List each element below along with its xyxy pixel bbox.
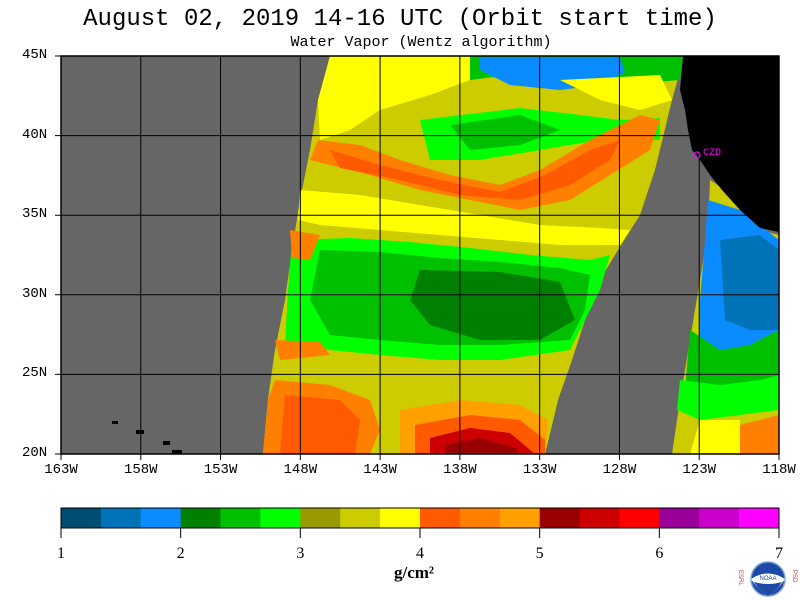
lat-label: 35N bbox=[22, 206, 48, 223]
colorbar-swatch bbox=[380, 508, 421, 528]
lat-label: 30N bbox=[22, 285, 48, 302]
colorbar-swatch bbox=[539, 508, 581, 528]
colorbar-swatch bbox=[579, 508, 620, 528]
colorbar-swatch bbox=[739, 508, 780, 528]
lon-label: 163W bbox=[44, 462, 78, 478]
colorbar-swatch bbox=[340, 508, 381, 528]
station-label-czd: CZD bbox=[703, 148, 722, 159]
colorbar bbox=[61, 508, 780, 528]
land-north-america bbox=[680, 56, 779, 232]
lon-label: 133W bbox=[522, 462, 557, 478]
colorbar-swatch bbox=[619, 508, 660, 528]
lon-label: 138W bbox=[443, 462, 477, 478]
colorbar-swatch bbox=[180, 508, 222, 528]
colorbar-unit: g/cm² bbox=[394, 563, 435, 582]
colorbar-tick-label: 2 bbox=[176, 545, 185, 562]
colorbar-swatch bbox=[499, 508, 541, 528]
noaa-logo: NOAA ESRL PSD bbox=[737, 561, 797, 597]
lon-label: 158W bbox=[123, 462, 158, 478]
lat-label: 45N bbox=[22, 47, 48, 63]
colorbar-swatch bbox=[100, 508, 142, 528]
land-hawaii bbox=[112, 421, 182, 454]
map-frame bbox=[60, 55, 780, 455]
colorbar-swatch bbox=[459, 508, 501, 528]
lon-label: 153W bbox=[203, 462, 238, 478]
colorbar-swatch bbox=[140, 508, 182, 528]
lat-label: 25N bbox=[22, 365, 48, 382]
colorbar-swatch bbox=[420, 508, 461, 528]
lon-label: 118W bbox=[762, 462, 796, 478]
colorbar-tick-label: 3 bbox=[296, 545, 305, 562]
logo-left-letters: ESRL bbox=[737, 570, 743, 586]
logo-center-text: NOAA bbox=[759, 576, 776, 582]
lat-label: 40N bbox=[22, 126, 48, 143]
colorbar-tick-label: 6 bbox=[655, 545, 664, 562]
colorbar-tick-label: 4 bbox=[416, 545, 424, 562]
map-subtitle: Water Vapor (Wentz algorithm) bbox=[290, 34, 552, 51]
colorbar-swatch bbox=[61, 508, 102, 528]
colorbar-tick-label: 7 bbox=[775, 545, 783, 562]
colorbar-swatch bbox=[260, 508, 301, 528]
colorbar-swatch bbox=[699, 508, 740, 528]
lon-label: 123W bbox=[682, 462, 717, 478]
lon-label: 148W bbox=[283, 462, 318, 478]
map-title: August 02, 2019 14-16 UTC (Orbit start t… bbox=[83, 6, 717, 33]
lon-label: 128W bbox=[602, 462, 637, 478]
colorbar-tick-label: 1 bbox=[57, 545, 65, 562]
lat-label: 20N bbox=[22, 445, 48, 461]
colorbar-swatch bbox=[659, 508, 700, 528]
logo-right-letters: PSD bbox=[791, 570, 797, 583]
station-marker-icon bbox=[693, 151, 701, 159]
colorbar-swatch bbox=[220, 508, 261, 528]
colorbar-swatch bbox=[300, 508, 341, 528]
colorbar-tick-label: 5 bbox=[535, 545, 544, 562]
lon-label: 143W bbox=[363, 462, 397, 478]
